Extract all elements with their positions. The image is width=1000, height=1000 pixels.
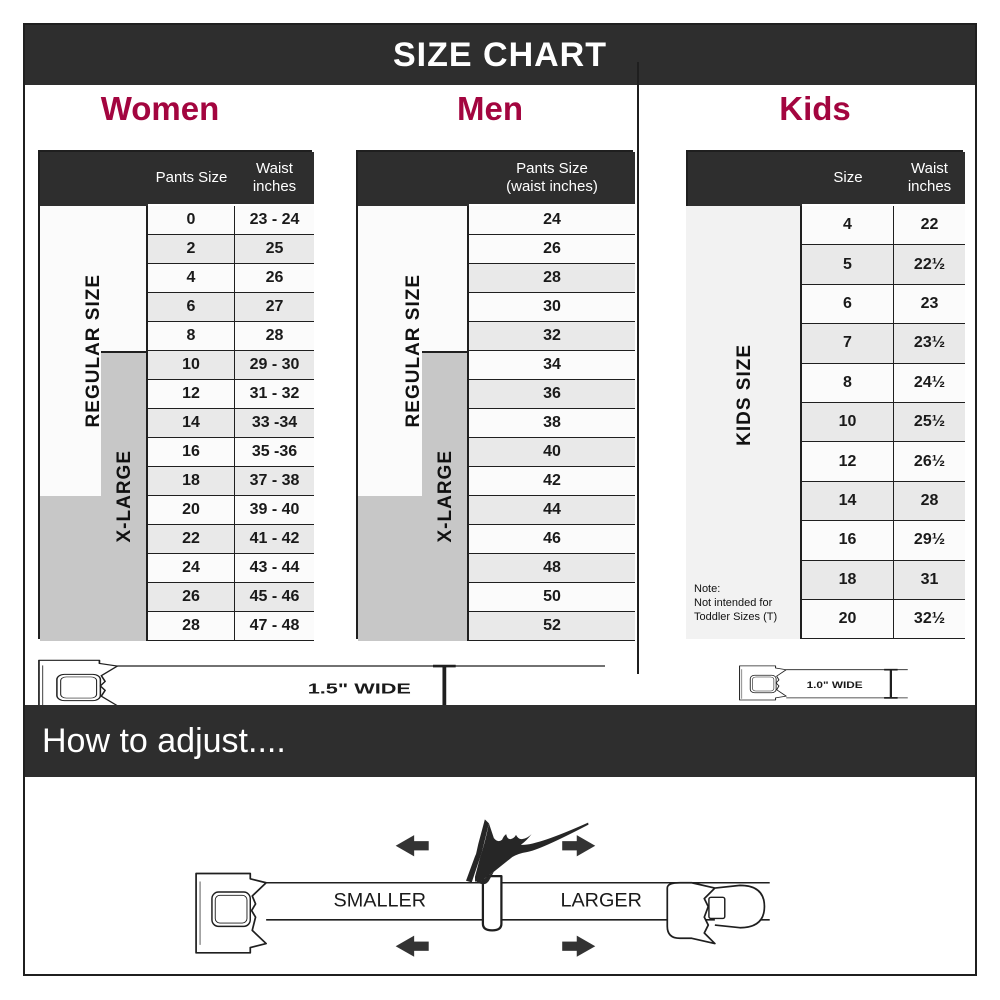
svg-text:1.0" WIDE: 1.0" WIDE (807, 681, 863, 690)
svg-text:SMALLER: SMALLER (334, 890, 427, 912)
svg-text:1.5" WIDE: 1.5" WIDE (308, 680, 411, 697)
svg-text:LARGER: LARGER (560, 890, 641, 912)
